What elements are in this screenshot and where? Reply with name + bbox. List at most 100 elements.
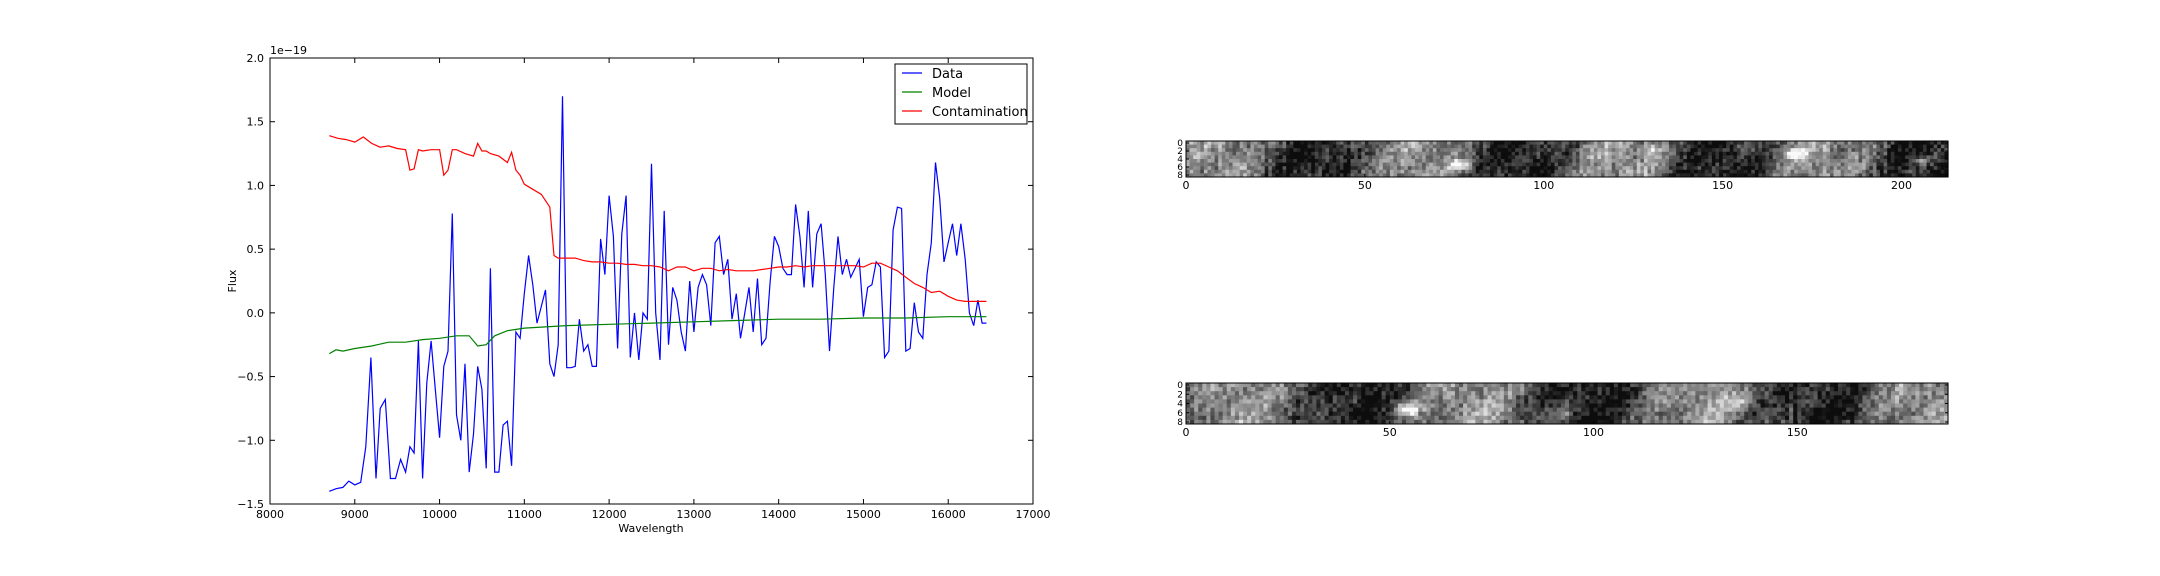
image-pixel [1790,169,1795,174]
image-pixel [1447,162,1452,167]
image-pixel [1787,169,1792,174]
image-pixel [1654,403,1660,408]
image-pixel [1646,419,1652,425]
image-pixel [1483,403,1489,408]
image-pixel [1674,407,1680,413]
image-pixel [1533,144,1538,149]
image-pixel [1615,159,1620,163]
image-pixel [1711,144,1717,149]
image-pixel [1198,391,1203,396]
image-pixel [1854,166,1860,171]
image-pixel [1665,162,1670,167]
image-pixel [1287,415,1293,421]
image-pixel [1865,173,1870,178]
image-pixel [1703,419,1709,425]
image-pixel [1912,159,1917,163]
image-pixel [1579,148,1584,153]
image-pixel [1304,169,1309,174]
image-pixel [1727,419,1733,425]
image-pixel [1847,151,1853,156]
image-pixel [1736,162,1742,167]
image-pixel [1638,403,1643,408]
image-pixel [1809,395,1815,400]
image-pixel [1236,166,1241,171]
image-pixel [1821,391,1827,396]
image-pixel [1804,173,1810,178]
image-pixel [1339,166,1345,171]
image-pixel [1919,169,1924,174]
image-pixel [1736,141,1742,145]
image-pixel [1304,403,1309,408]
image-pixel [1751,144,1756,149]
image-pixel [1633,155,1638,160]
x-tick-label: 12000 [592,508,627,521]
image-pixel [1923,419,1929,425]
image-pixel [1915,144,1920,149]
image-pixel [1522,144,1527,149]
image-pixel [1397,141,1402,145]
image-pixel [1609,419,1615,425]
image-pixel [1640,148,1645,153]
image-pixel [1869,169,1874,174]
image-pixel [1573,411,1578,417]
image-pixel [1581,411,1586,417]
image-pixel [1186,159,1191,163]
image-pixel [1459,419,1464,425]
image-pixel [1238,391,1244,396]
image-pixel [1756,383,1762,388]
image-pixel [1463,391,1468,396]
image-pixel [1361,383,1366,388]
image-pixel [1687,395,1692,400]
image-pixel [1683,387,1688,392]
image-pixel [1504,141,1509,145]
image-pixel [1572,141,1577,145]
image-pixel [1577,407,1582,413]
y-offset-text: 1e−19 [270,44,307,57]
image-pixel [1912,151,1917,156]
image-pixel [1536,151,1541,156]
image-pixel [1697,148,1702,153]
image-pixel [1736,169,1742,174]
image-pixel [1634,407,1639,413]
image-pixel [1733,162,1738,167]
image-pixel [1729,173,1734,178]
image-pixel [1740,407,1745,413]
image-pixel [1833,148,1838,153]
image-pixel [1797,419,1802,425]
image-pixel [1694,169,1699,174]
image-pixel [1815,148,1820,153]
image-pixel [1426,399,1432,404]
image-pixel [1626,407,1631,413]
image-pixel [1846,407,1851,413]
image-pixel [1516,395,1521,400]
image-pixel [1826,169,1831,174]
image-pixel [1590,169,1595,174]
image-pixel [1569,419,1574,425]
image-pixel [1491,411,1497,417]
image-pixel [1518,159,1523,163]
image-pixel [1747,144,1752,149]
image-pixel [1561,162,1566,167]
x-tick-label: 17000 [1016,508,1051,521]
image-pixel [1733,169,1738,174]
image-pixel [1658,169,1663,174]
image-pixel [1225,155,1230,160]
image-pixel [1454,383,1460,388]
image-pixel [1783,166,1788,171]
image-pixel [1271,169,1277,174]
image-pixel [1389,169,1395,174]
image-pixel [1812,141,1817,145]
image-pixel [1897,159,1903,163]
image-pixel [1442,403,1448,408]
image-pixel [1940,151,1946,156]
image-pixel [1221,173,1226,178]
image-pixel [1772,419,1778,425]
image-pixel [1923,383,1929,388]
image-pixel [1343,162,1348,167]
image-pixel [1844,148,1849,153]
image-pixel [1548,387,1554,392]
image-pixel [1389,166,1395,171]
image-pixel [1386,141,1391,145]
image-pixel [1809,399,1815,404]
image-pixel [1289,151,1294,156]
